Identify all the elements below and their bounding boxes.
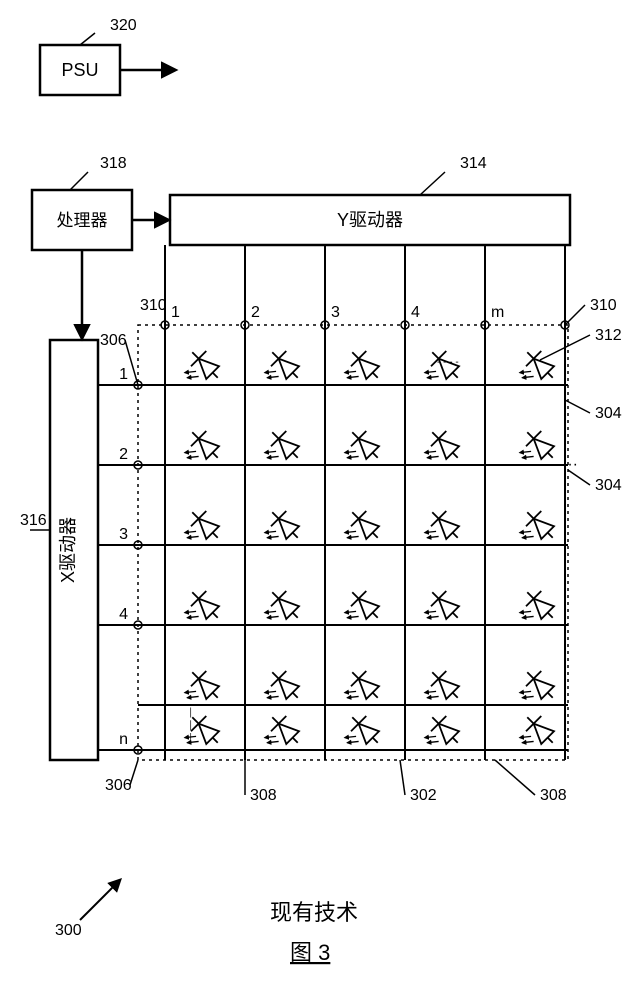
- row-label: 2: [119, 446, 128, 463]
- caption-fig-no: 图 3: [290, 940, 330, 965]
- ref-300: 300: [55, 922, 82, 939]
- col-label: 3: [331, 304, 340, 321]
- caption-prior-art: 现有技术: [270, 900, 358, 925]
- x-driver-label: X驱动器: [58, 517, 78, 583]
- ref-310-left: 310: [140, 297, 167, 314]
- ref-314: 314: [460, 155, 487, 172]
- ref-308-b: 308: [540, 787, 567, 804]
- row-ellipsis-right: ···: [562, 456, 578, 473]
- figure-ref-arrow: [80, 880, 120, 920]
- ref-306-top: 306: [100, 332, 127, 349]
- y-driver-label: Y驱动器: [337, 210, 403, 230]
- ref-308-a: 308: [250, 787, 277, 804]
- ref-304-a: 304: [595, 405, 622, 422]
- processor-label: 处理器: [57, 211, 108, 230]
- row-label: n: [119, 731, 128, 748]
- ref-320: 320: [110, 17, 137, 34]
- ref-302: 302: [410, 787, 437, 804]
- row-label: 1: [119, 366, 128, 383]
- ref-306-bot: 306: [105, 777, 132, 794]
- ref-304-b: 304: [595, 477, 622, 494]
- col-label: 2: [251, 304, 260, 321]
- ref-316: 316: [20, 512, 47, 529]
- col-label: 4: [411, 304, 420, 321]
- ref-310-right: 310: [590, 297, 617, 314]
- row-label: 4: [119, 606, 128, 623]
- ref-312: 312: [595, 327, 622, 344]
- psu-label: PSU: [61, 60, 98, 80]
- row-label: 3: [119, 526, 128, 543]
- matrix-border: [138, 325, 568, 760]
- col-label: m: [491, 304, 504, 321]
- ref-318: 318: [100, 155, 127, 172]
- col-label: 1: [171, 304, 180, 321]
